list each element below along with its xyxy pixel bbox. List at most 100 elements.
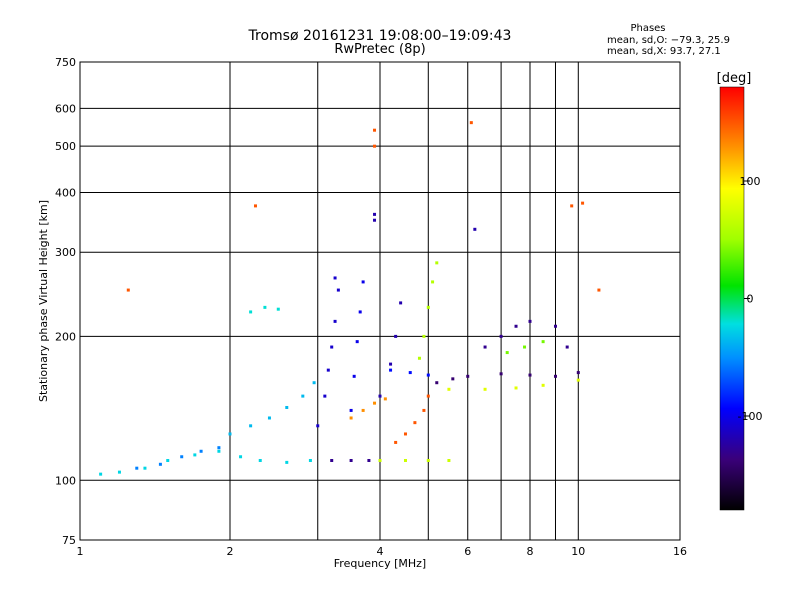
echo-point — [541, 383, 545, 387]
echo-point — [565, 345, 569, 349]
echo-point — [180, 455, 184, 459]
y-tick-label: 200 — [55, 330, 76, 343]
colorbar-label: [deg] — [717, 71, 752, 86]
chart-subtitle: RwPretec (8p) — [334, 42, 425, 57]
echo-point — [597, 288, 601, 292]
y-axis-label: Stationary phase Virtual Height [km] — [37, 200, 50, 402]
y-tick-label: 300 — [55, 246, 76, 259]
echo-point — [469, 121, 473, 125]
x-tick-label: 16 — [673, 545, 687, 558]
echo-point — [426, 305, 430, 309]
x-tick-label: 6 — [464, 545, 471, 558]
echo-point — [389, 368, 393, 372]
echo-point — [358, 310, 362, 314]
echo-point — [276, 307, 280, 311]
x-tick-label: 1 — [77, 545, 84, 558]
echo-point — [352, 374, 356, 378]
y-tick-label: 500 — [55, 140, 76, 153]
echo-point — [394, 334, 398, 338]
echo-point — [333, 319, 337, 323]
echo-point — [239, 455, 243, 459]
echo-point — [378, 394, 382, 398]
echo-point — [285, 405, 289, 409]
echo-point — [267, 416, 271, 420]
y-tick-labels: 75 100 200 300 400 500 600 750 — [55, 56, 76, 547]
plot-frame — [79, 61, 681, 541]
echo-point — [483, 387, 487, 391]
echo-point — [330, 345, 334, 349]
echo-point — [355, 340, 359, 344]
echo-point — [323, 394, 327, 398]
echo-point — [426, 394, 430, 398]
echo-point — [249, 424, 253, 428]
echo-point — [447, 387, 451, 391]
echo-point — [499, 372, 503, 376]
echo-point — [403, 432, 407, 436]
echo-point — [422, 334, 426, 338]
echo-point — [483, 345, 487, 349]
x-tick-label: 8 — [527, 545, 534, 558]
echo-point — [199, 449, 203, 453]
echo-point — [285, 460, 289, 464]
echo-point — [263, 305, 267, 309]
echo-point — [253, 204, 257, 208]
echo-point — [99, 472, 103, 476]
echo-point — [435, 261, 439, 265]
echo-point — [466, 374, 470, 378]
echo-point — [447, 458, 451, 462]
echo-point — [143, 466, 147, 470]
echo-point — [403, 458, 407, 462]
echo-point — [166, 458, 170, 462]
echo-point — [349, 408, 353, 412]
echo-point — [383, 397, 387, 401]
phase-stats-o: mean, sd,O: −79.3, 25.9 — [607, 35, 730, 46]
colorbar — [719, 86, 745, 511]
echo-point — [217, 446, 221, 450]
echo-point — [505, 351, 509, 355]
echo-point — [514, 386, 518, 390]
echo-point — [117, 470, 121, 474]
echo-point — [249, 310, 253, 314]
y-tick-label: 600 — [55, 102, 76, 115]
phase-stats-title: Phases — [630, 23, 665, 34]
echo-point — [431, 280, 435, 284]
echo-point — [361, 280, 365, 284]
echo-point — [126, 288, 130, 292]
echo-point — [528, 373, 532, 377]
echo-point — [473, 227, 477, 231]
echo-point — [228, 432, 232, 436]
echo-point — [373, 218, 377, 222]
echo-point — [541, 340, 545, 344]
echo-point — [426, 458, 430, 462]
echo-point — [135, 466, 139, 470]
echo-point — [394, 440, 398, 444]
echo-point — [399, 301, 403, 305]
echo-point — [499, 334, 503, 338]
echo-point — [378, 458, 382, 462]
data-points — [99, 121, 601, 476]
colorbar-tick-label: 0 — [747, 293, 754, 306]
echo-point — [451, 377, 455, 381]
echo-point — [308, 458, 312, 462]
colorbar-tick-label: 100 — [740, 175, 761, 188]
colorbar-ticks: 100 0 -100 — [738, 175, 763, 423]
echo-point — [312, 381, 316, 385]
echo-point — [413, 421, 417, 425]
echo-point — [330, 458, 334, 462]
y-tick-label: 100 — [55, 474, 76, 487]
echo-point — [570, 204, 574, 208]
echo-point — [576, 378, 580, 382]
y-tick-label: 400 — [55, 186, 76, 199]
echo-point — [349, 416, 353, 420]
echo-point — [326, 368, 330, 372]
echo-point — [301, 394, 305, 398]
echo-point — [576, 371, 580, 375]
x-tick-labels: 1 2 4 6 8 10 16 — [77, 545, 688, 558]
echo-point — [408, 371, 412, 375]
echo-point — [422, 408, 426, 412]
x-tick-label: 2 — [227, 545, 234, 558]
echo-point — [373, 144, 377, 148]
echo-point — [417, 356, 421, 360]
echo-point — [581, 201, 585, 205]
x-axis-label: Frequency [MHz] — [334, 557, 426, 570]
